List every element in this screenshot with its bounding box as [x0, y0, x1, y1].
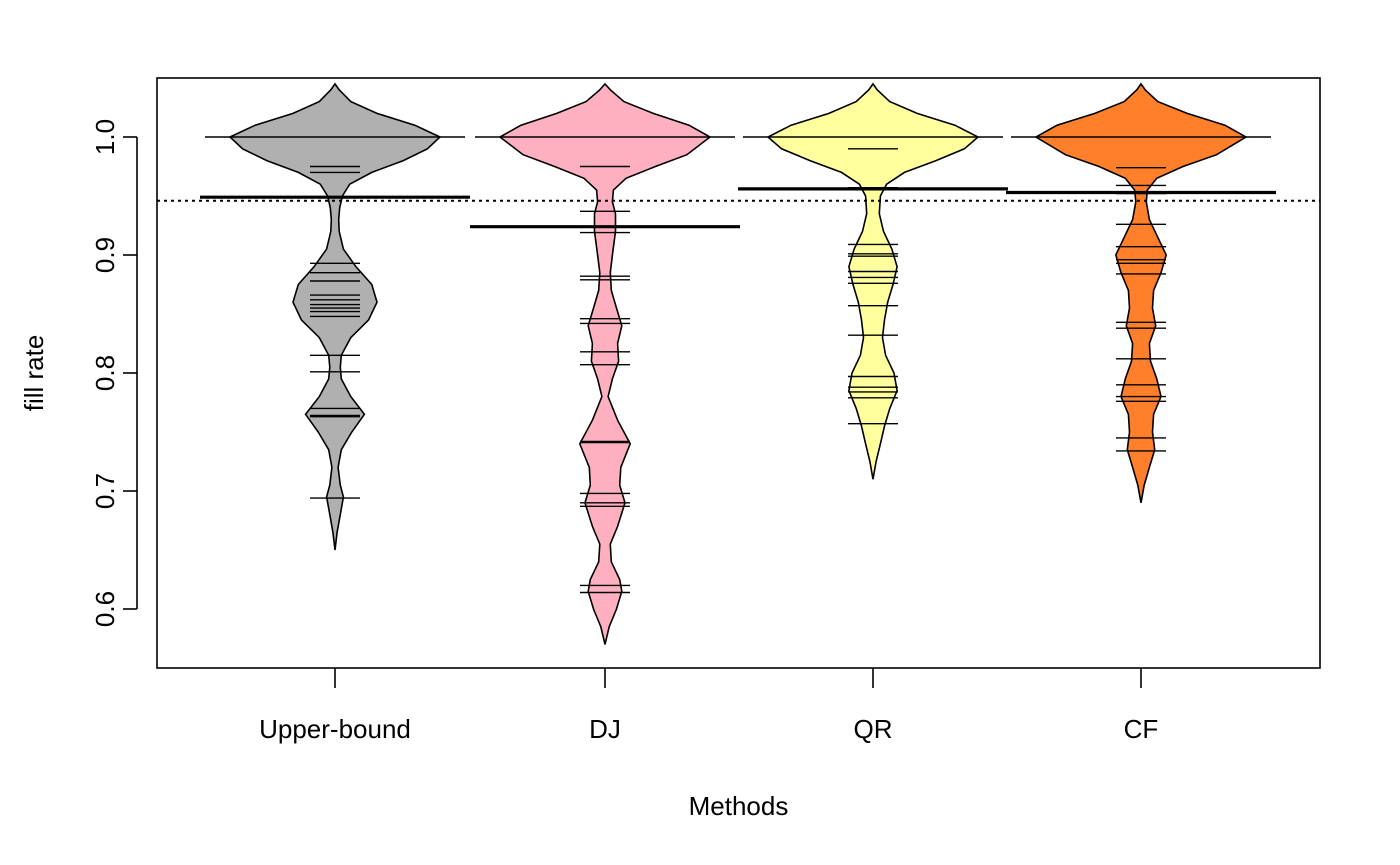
- x-axis-label: Methods: [689, 791, 789, 821]
- y-tick-label: 0.6: [90, 591, 120, 627]
- y-tick-label: 0.9: [90, 237, 120, 273]
- bean-shape: [1034, 82, 1248, 503]
- x-tick-label: DJ: [589, 714, 621, 744]
- x-tick-label: Upper-bound: [259, 714, 411, 744]
- x-axis: Upper-bound DJ QR CF: [259, 668, 1158, 744]
- bean-shape: [766, 82, 980, 480]
- x-tick-label: CF: [1124, 714, 1159, 744]
- y-axis: 0.6 0.7 0.8 0.9 1.0: [90, 119, 138, 627]
- y-tick-label: 0.8: [90, 355, 120, 391]
- y-axis-label: fill rate: [19, 335, 49, 412]
- y-tick-label: 0.7: [90, 473, 120, 509]
- y-tick-label: 1.0: [90, 119, 120, 155]
- x-tick-label: QR: [854, 714, 893, 744]
- beans-layer: [205, 82, 1271, 645]
- plot-frame: [156, 77, 1321, 669]
- mean-lines-layer: [200, 187, 1276, 229]
